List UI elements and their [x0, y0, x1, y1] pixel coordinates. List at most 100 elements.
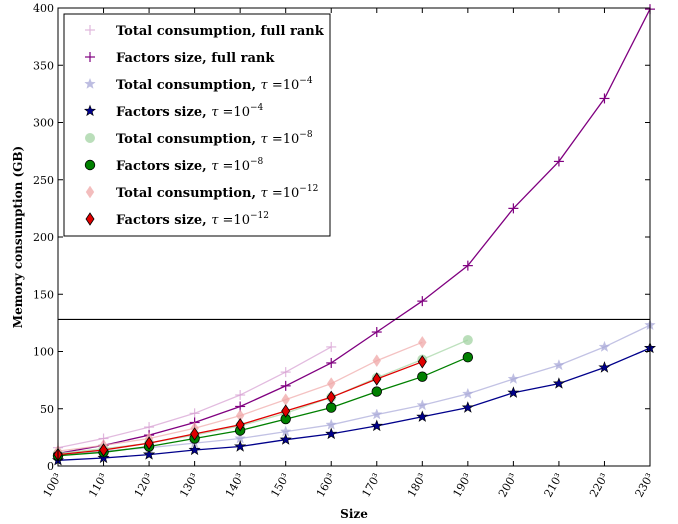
- data-point-1-7: [371, 327, 382, 338]
- legend-marker-4: [84, 132, 95, 143]
- legend-marker-0: [85, 25, 95, 35]
- y-tick-label-6: 300: [33, 117, 54, 130]
- x-tick-label-6: 160³: [314, 471, 338, 500]
- series-line-3: [57, 347, 651, 461]
- legend-label-3: Factors size, τ =10−4: [116, 103, 264, 120]
- data-point-3-5: [279, 433, 292, 445]
- data-point-2-8: [416, 399, 429, 411]
- legend-marker-7: [85, 212, 95, 226]
- data-point-3-8: [416, 410, 429, 422]
- data-point-7-5: [281, 404, 291, 418]
- legend-label-7: Factors size, τ =10−12: [116, 211, 269, 228]
- data-point-3-9: [461, 401, 474, 413]
- legend-label-4: Total consumption, τ =10−8: [116, 130, 313, 147]
- data-point-7-4: [235, 418, 245, 432]
- legend-label-2: Total consumption, τ =10−4: [116, 76, 313, 93]
- data-point-6-8: [418, 335, 427, 349]
- x-tick-label-0: 100³: [41, 471, 65, 500]
- legend-marker-3: [83, 104, 97, 117]
- y-tick-label-4: 200: [33, 231, 54, 244]
- data-point-7-2: [144, 436, 154, 450]
- legend-label-5: Factors size, τ =10−8: [116, 157, 264, 174]
- data-point-1-9: [462, 260, 473, 271]
- series-5: [52, 352, 474, 461]
- legend-marker-6: [85, 185, 95, 199]
- legend-marker-1: [85, 52, 95, 62]
- x-tick-label-5: 150³: [268, 471, 292, 500]
- y-tick-label-7: 350: [33, 59, 54, 72]
- x-tick-label-7: 170³: [359, 471, 383, 500]
- legend-label-6: Total consumption, τ =10−12: [116, 184, 318, 201]
- y-tick-label-1: 50: [40, 403, 54, 416]
- legend-box: [63, 13, 331, 237]
- data-point-2-10: [507, 372, 520, 384]
- y-tick-label-2: 100: [33, 346, 54, 359]
- legend: Total consumption, full rank Factors size…: [63, 13, 331, 237]
- data-point-3-10: [507, 386, 520, 398]
- data-point-1-10: [508, 203, 519, 214]
- x-tick-label-3: 130³: [177, 471, 201, 500]
- data-point-0-3: [189, 408, 200, 419]
- series-line-2: [57, 324, 651, 456]
- data-point-0-5: [280, 367, 291, 378]
- data-point-1-11: [553, 156, 564, 167]
- x-tick-label-9: 190³: [450, 471, 474, 500]
- data-point-5-8: [417, 371, 428, 382]
- data-point-7-6: [326, 390, 336, 405]
- data-point-1-5: [280, 380, 291, 391]
- legend-marker-5: [84, 159, 96, 171]
- data-point-5-6: [326, 402, 337, 413]
- y-axis-label: Memory consumption (GB): [11, 146, 25, 328]
- data-point-1-12: [599, 93, 610, 104]
- data-point-0-4: [235, 390, 246, 401]
- data-point-3-4: [234, 440, 247, 452]
- data-point-3-12: [598, 361, 611, 373]
- data-point-4-9: [462, 335, 473, 346]
- data-point-3-3: [188, 443, 201, 456]
- legend-marker-2: [84, 77, 96, 89]
- data-point-2-9: [462, 387, 474, 399]
- series-2: [52, 319, 656, 460]
- series-line-5: [57, 356, 469, 457]
- data-point-1-6: [326, 357, 337, 368]
- data-point-1-8: [417, 296, 428, 307]
- y-tick-label-5: 250: [33, 174, 54, 187]
- legend-label-1: Factors size, full rank: [116, 51, 275, 66]
- x-tick-label-11: 210³: [542, 471, 566, 500]
- y-tick-label-8: 400: [33, 2, 54, 15]
- x-tick-label-8: 180³: [405, 471, 429, 500]
- plot-area: [51, 4, 657, 466]
- data-point-7-1: [99, 443, 109, 457]
- x-axis-label: Size: [340, 507, 368, 521]
- data-point-3-11: [552, 377, 566, 389]
- data-point-3-6: [325, 427, 338, 440]
- data-point-6-5: [281, 393, 290, 406]
- x-tick-label-2: 120³: [132, 471, 156, 500]
- x-tick-label-4: 140³: [223, 471, 247, 500]
- y-tick-label-0: 0: [47, 460, 54, 473]
- data-point-6-7: [372, 354, 382, 368]
- x-tick-label-10: 200³: [496, 471, 520, 500]
- data-point-2-12: [598, 340, 611, 352]
- data-point-0-6: [326, 341, 337, 352]
- data-point-6-6: [326, 377, 336, 390]
- series-7: [53, 355, 427, 462]
- x-tick-label-12: 220³: [587, 471, 611, 500]
- data-point-2-6: [325, 418, 338, 430]
- data-point-2-11: [553, 359, 565, 371]
- x-tick-label-1: 110³: [86, 471, 110, 500]
- legend-label-0: Total consumption, full rank: [116, 24, 325, 39]
- series-3: [51, 341, 657, 466]
- data-point-5-9: [462, 352, 474, 363]
- data-point-7-8: [417, 355, 427, 369]
- series-line-1: [57, 8, 651, 455]
- data-point-7-3: [190, 427, 200, 441]
- y-tick-label-3: 150: [33, 288, 54, 301]
- data-point-2-7: [370, 408, 383, 420]
- data-point-7-7: [372, 372, 382, 386]
- x-tick-label-13: 230³: [633, 471, 657, 500]
- data-point-3-7: [370, 419, 383, 432]
- data-point-5-7: [371, 386, 382, 397]
- data-point-3-2: [142, 448, 156, 460]
